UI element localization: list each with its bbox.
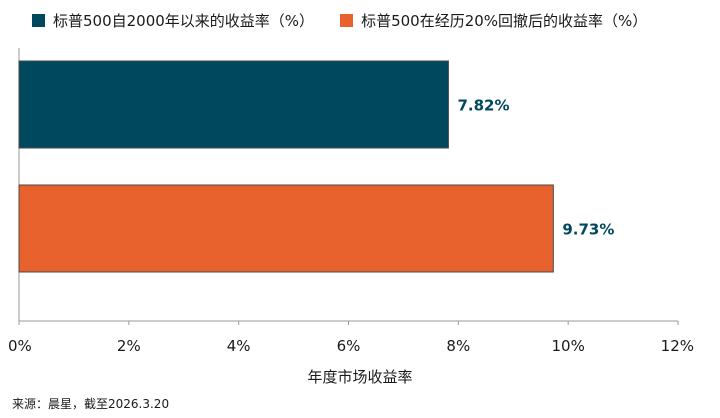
x-tick-label-4: 4% — [227, 337, 251, 355]
x-tick-label-10: 10% — [551, 337, 584, 355]
x-axis-title: 年度市场收益率 — [307, 368, 413, 386]
bar-series-2 — [18, 184, 554, 273]
data-label-series-1: 7.82% — [457, 97, 509, 115]
legend-item-series-1: 标普500自2000年以来的收益率（%） — [32, 10, 314, 31]
source-note: 来源：晨星，截至2026.3.20 — [12, 397, 170, 411]
bar-series-1 — [18, 60, 449, 149]
x-tick-label-6: 6% — [337, 337, 361, 355]
x-tick-label-12: 12% — [661, 337, 694, 355]
legend-swatch-series-2 — [340, 13, 354, 27]
chart-legend: 标普500自2000年以来的收益率（%） 标普500在经历20%回撤后的收益率（… — [32, 9, 673, 31]
legend-label-series-1: 标普500自2000年以来的收益率（%） — [53, 11, 315, 30]
data-label-series-2: 9.73% — [562, 221, 614, 239]
legend-label-series-2: 标普500在经历20%回撤后的收益率（%） — [361, 11, 648, 30]
legend-swatch-series-1 — [32, 13, 45, 27]
x-tick-label-0: 0% — [8, 337, 32, 355]
x-tick-label-2: 2% — [117, 337, 141, 355]
x-tick-label-8: 8% — [446, 337, 470, 355]
legend-item-series-2: 标普500在经历20%回撤后的收益率（%） — [340, 10, 647, 31]
